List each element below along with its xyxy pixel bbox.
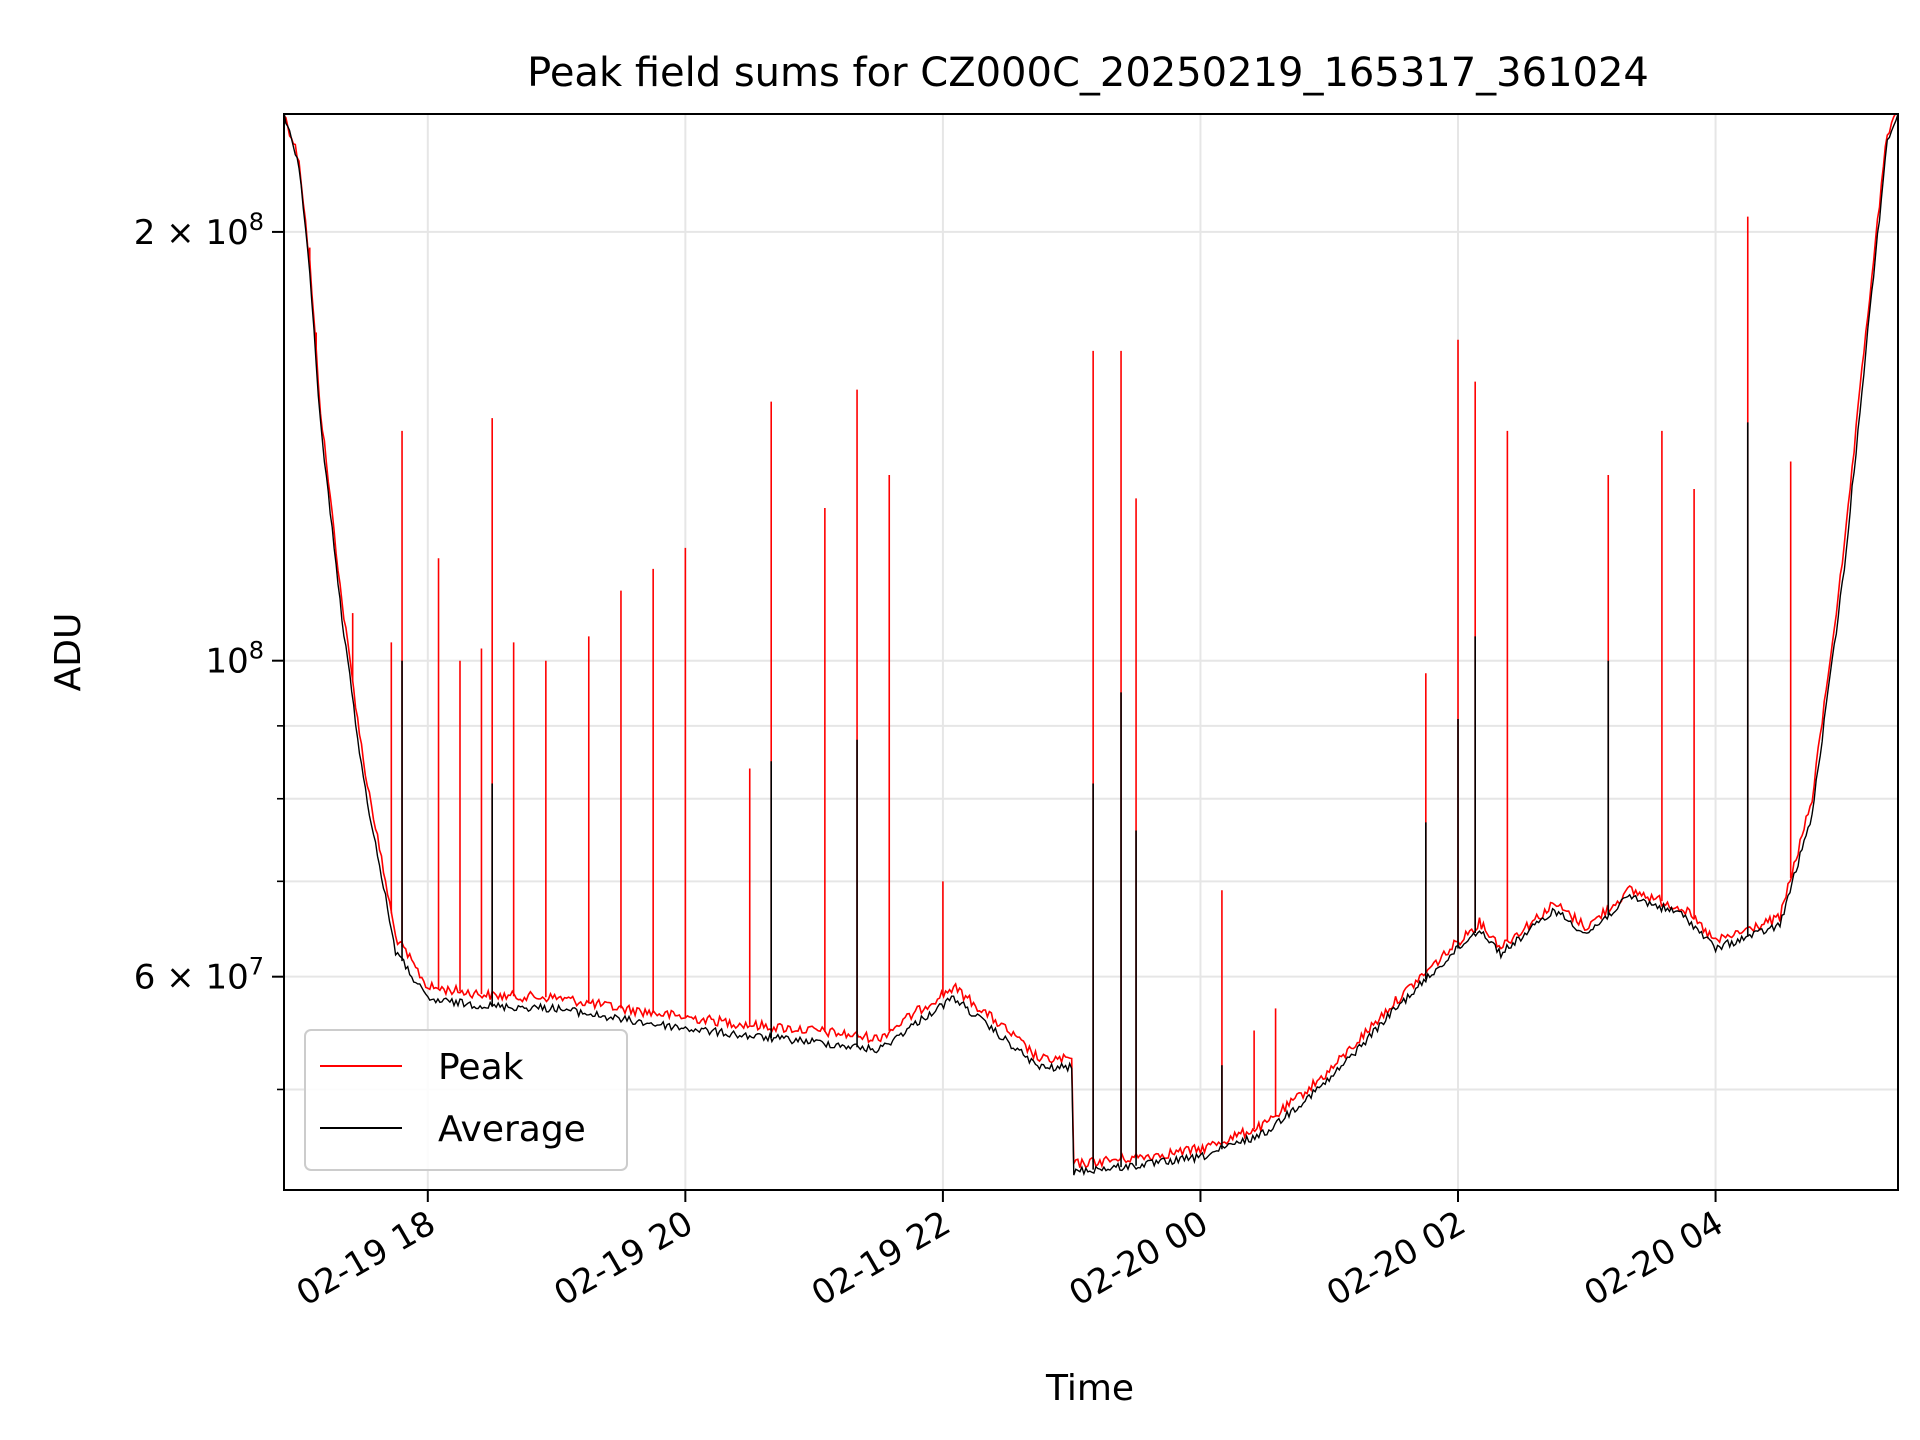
series-average-line [284, 114, 1898, 1177]
y-tick-label: 108 [205, 637, 264, 682]
y-axis: 6 × 107 108 2 × 108 [134, 208, 284, 1091]
chart-title: Peak field sums for CZ000C_20250219_1653… [527, 50, 1649, 96]
series-peak-line [284, 114, 1898, 1169]
plot-series [284, 114, 1898, 1177]
plot-frame [283, 113, 1899, 1191]
legend: Peak Average [304, 1029, 628, 1171]
y-axis-label: ADU [48, 613, 89, 692]
legend-peak-label: Peak [438, 1047, 524, 1088]
y-tick-label: 2 × 108 [134, 208, 264, 253]
x-axis-label: Time [1045, 1368, 1134, 1409]
legend-average-label: Average [438, 1109, 586, 1150]
y-tick-label: 6 × 107 [134, 953, 264, 998]
